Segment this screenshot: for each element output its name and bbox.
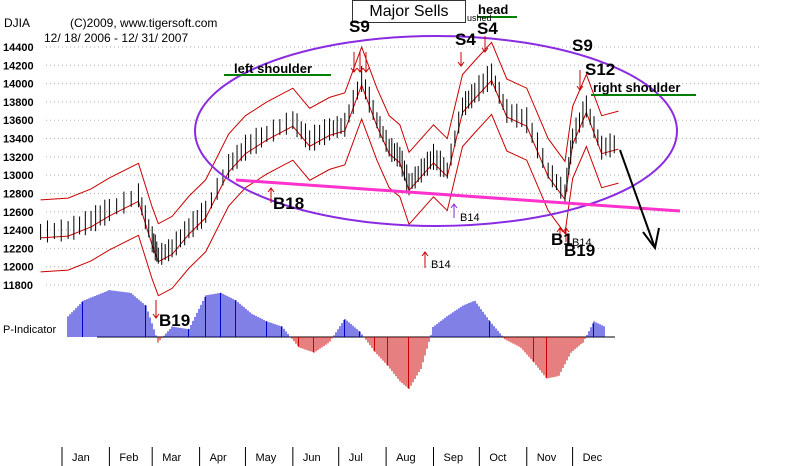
x-tick-label: Feb [119,452,138,464]
signal-arrowhead [356,67,364,73]
x-tick-label: Aug [396,452,416,464]
signal-b14-sep: B14 [460,212,480,224]
y-tick-label: 12000 [3,262,34,274]
signal-arrowhead [152,313,160,319]
x-tick-label: Oct [489,452,506,464]
signal-b14-nov: B14 [572,237,592,249]
overlay-shapes [152,16,696,319]
signal-s4-oct: S4 [477,19,498,38]
projection-arrow [619,149,656,249]
y-tick-label: 12800 [3,188,34,200]
signal-arrowhead [450,203,458,209]
x-tick-label: Dec [583,452,603,464]
x-tick-label: Jul [349,452,363,464]
y-tick-label: 13600 [3,115,34,127]
y-tick-label: 12600 [3,207,34,219]
y-tick-label: 13200 [3,152,34,164]
y-tick-label: 12400 [3,225,34,237]
y-tick-label: 13400 [3,134,34,146]
x-tick-label: May [255,452,276,464]
indicator-label: P-Indicator [3,324,57,336]
y-axis-labels: 14400 14200 14000 13800 13600 13400 13200 13000… [3,42,34,292]
signal-arrowhead [457,61,465,67]
y-tick-label: 13000 [3,170,34,182]
x-tick-label: Nov [537,452,557,464]
signal-arrowhead [562,227,570,233]
y-tick-label: 14200 [3,60,34,72]
signal-b1-nov: B1 [551,230,573,249]
signal-arrowhead [556,227,564,233]
y-tick-label: 14000 [3,79,34,91]
ushed-label: ushed [467,13,492,23]
pattern-ellipse [194,35,678,227]
signal-b19-nov: B19 [564,241,596,260]
upper-band [40,41,619,225]
signal-s9-nov: S9 [572,36,593,55]
left-shoulder-label: left shoulder [234,61,313,76]
price-bars [40,63,615,265]
x-tick-label: Sep [443,452,463,464]
signal-b19-feb: B19 [159,311,191,330]
signal-arrowhead [350,67,358,73]
x-tick-label: Jun [303,452,321,464]
date-range-label: 12/ 18/ 2006 - 12/ 31/ 2007 [44,31,189,45]
signal-arrowhead [481,47,489,53]
x-tick-label: Jan [72,452,90,464]
bollinger-bands [40,41,619,297]
copyright-label: (C)2009, www.tigersoft.com [70,16,218,30]
signal-arrowhead [362,67,370,73]
y-tick-label: 12200 [3,243,34,255]
y-tick-label: 14400 [3,42,34,54]
signal-arrowhead [267,187,275,193]
right-shoulder-label: right shoulder [593,80,681,95]
grid [46,46,760,286]
signal-s9-jul: S9 [349,17,370,36]
neckline [235,178,681,213]
lower-band [40,113,619,297]
x-axis-labels: Jan Feb Mar Apr May Jun Jul Aug Sep Oct Nov Dec [61,447,603,466]
x-tick-label: Mar [162,452,181,464]
signal-s12-dec: S12 [585,60,616,79]
x-tick-label: Apr [210,452,227,464]
y-tick-label: 13800 [3,97,34,109]
signal-arrowhead [421,251,429,257]
ticker-label: DJIA [4,16,31,30]
p-indicator-bars [67,290,615,390]
y-tick-label: 11800 [3,280,33,292]
signal-s4-sep: S4 [455,30,476,49]
signal-b18-apr: B18 [273,194,305,213]
signal-b14-aug: B14 [431,259,451,271]
signal-arrowhead [576,85,584,91]
chart-title: Major Sells [352,0,466,23]
head-label: head [478,2,509,17]
projection-arrowhead [642,227,660,251]
